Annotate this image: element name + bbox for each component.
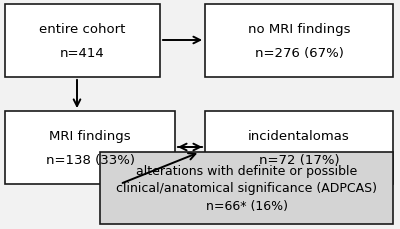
Text: entire cohort: entire cohort xyxy=(39,23,126,36)
Text: clinical/anatomical significance (ADPCAS): clinical/anatomical significance (ADPCAS… xyxy=(116,182,377,195)
Text: incidentalomas: incidentalomas xyxy=(248,130,350,143)
Text: alterations with definite or possible: alterations with definite or possible xyxy=(136,165,357,178)
Bar xyxy=(100,152,393,224)
Text: n=72 (17%): n=72 (17%) xyxy=(259,153,339,166)
Bar xyxy=(205,112,393,184)
Bar xyxy=(5,5,160,78)
Bar xyxy=(5,112,175,184)
Text: n=66* (16%): n=66* (16%) xyxy=(206,199,288,212)
Text: n=276 (67%): n=276 (67%) xyxy=(254,46,344,60)
Text: MRI findings: MRI findings xyxy=(49,130,131,143)
Text: n=414: n=414 xyxy=(60,46,105,60)
Text: no MRI findings: no MRI findings xyxy=(248,23,350,36)
Text: n=138 (33%): n=138 (33%) xyxy=(46,153,134,166)
Bar xyxy=(205,5,393,78)
